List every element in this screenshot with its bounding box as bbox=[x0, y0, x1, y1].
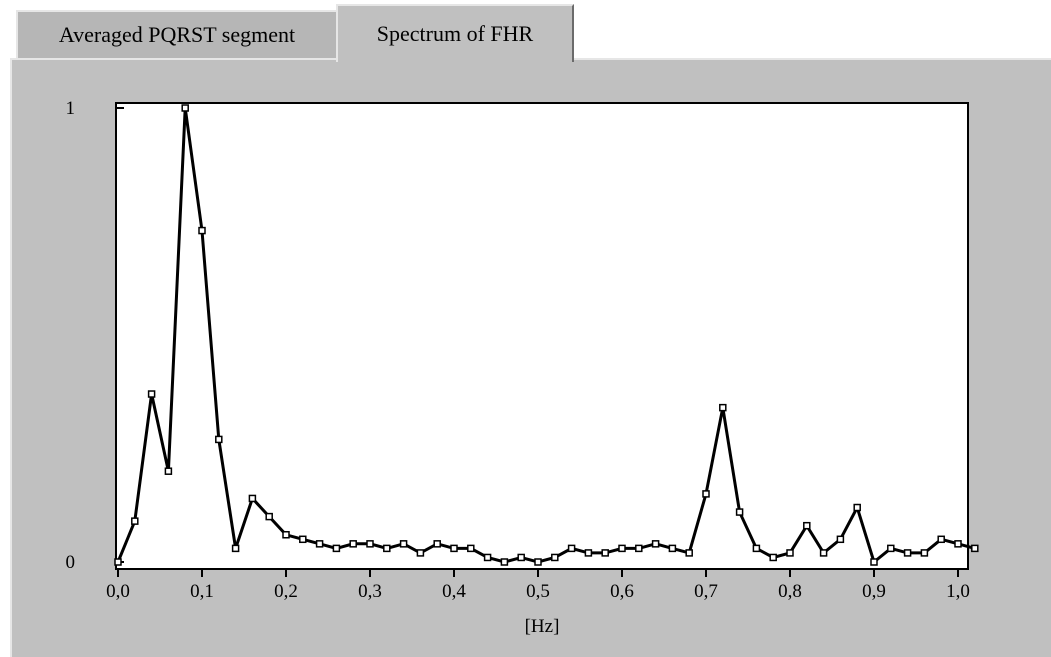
tab-bar: Averaged PQRST segment Spectrum of FHR bbox=[0, 0, 1051, 62]
data-point bbox=[971, 544, 979, 553]
data-point bbox=[903, 549, 912, 557]
data-point bbox=[366, 540, 374, 548]
data-point bbox=[954, 540, 962, 548]
data-point bbox=[803, 521, 811, 530]
data-point bbox=[618, 544, 626, 553]
data-point bbox=[198, 226, 206, 235]
data-point bbox=[651, 540, 660, 548]
data-point bbox=[399, 540, 408, 548]
data-point bbox=[702, 490, 710, 498]
data-point bbox=[920, 549, 929, 557]
data-point bbox=[114, 558, 122, 566]
data-point bbox=[450, 544, 458, 553]
x-tick-label: 0,1 bbox=[190, 581, 214, 602]
data-point bbox=[853, 503, 861, 512]
x-tick-label: 0,6 bbox=[610, 581, 634, 602]
data-point bbox=[215, 435, 223, 444]
data-point bbox=[870, 558, 878, 566]
x-tick-label: 1,0 bbox=[946, 581, 970, 602]
x-axis-label: [Hz] bbox=[525, 616, 560, 637]
series-line bbox=[116, 107, 976, 565]
data-point bbox=[534, 558, 542, 566]
data-point bbox=[265, 512, 273, 521]
x-tick-label: 0,7 bbox=[694, 581, 718, 602]
data-point bbox=[131, 517, 139, 525]
data-point bbox=[383, 544, 391, 553]
x-tick-label: 0,3 bbox=[358, 581, 382, 602]
tab-averaged-pqrst-segment[interactable]: Averaged PQRST segment bbox=[16, 10, 338, 58]
y-tick-label: 0 bbox=[66, 552, 76, 573]
data-point bbox=[248, 494, 257, 503]
data-point bbox=[299, 535, 307, 544]
data-point bbox=[500, 558, 509, 566]
x-tick-label: 0,5 bbox=[526, 581, 550, 602]
data-point bbox=[719, 403, 727, 412]
data-point bbox=[433, 540, 441, 548]
data-point bbox=[668, 544, 677, 553]
plot-area bbox=[115, 102, 969, 570]
data-point bbox=[937, 535, 945, 544]
x-tick-label: 0,8 bbox=[778, 581, 802, 602]
data-point bbox=[231, 544, 240, 553]
x-tick-label: 0,9 bbox=[862, 581, 886, 602]
data-point bbox=[786, 549, 794, 557]
data-point bbox=[685, 549, 693, 557]
data-point bbox=[887, 544, 895, 553]
data-point bbox=[315, 540, 324, 548]
data-point bbox=[349, 540, 357, 548]
x-tick-label: 0,2 bbox=[274, 581, 298, 602]
data-point bbox=[584, 549, 593, 557]
data-point bbox=[752, 544, 761, 553]
data-point bbox=[517, 553, 525, 562]
data-point bbox=[735, 508, 744, 516]
data-point bbox=[147, 390, 156, 398]
x-tick-label: 0,4 bbox=[442, 581, 466, 602]
data-point bbox=[181, 104, 189, 112]
data-point bbox=[601, 549, 609, 557]
data-point bbox=[483, 553, 492, 562]
tab-spectrum-of-fhr[interactable]: Spectrum of FHR bbox=[336, 4, 574, 62]
x-tick-label: 0,0 bbox=[106, 581, 130, 602]
data-point bbox=[282, 531, 290, 539]
data-point bbox=[551, 553, 559, 562]
data-point bbox=[635, 544, 643, 553]
data-point bbox=[416, 549, 425, 557]
data-point bbox=[819, 549, 828, 557]
data-point bbox=[567, 544, 576, 553]
data-point bbox=[467, 544, 475, 553]
data-point bbox=[769, 553, 777, 562]
data-point bbox=[836, 535, 845, 544]
data-point bbox=[164, 467, 173, 475]
data-point bbox=[332, 544, 341, 553]
y-tick-label: 1 bbox=[66, 98, 76, 119]
